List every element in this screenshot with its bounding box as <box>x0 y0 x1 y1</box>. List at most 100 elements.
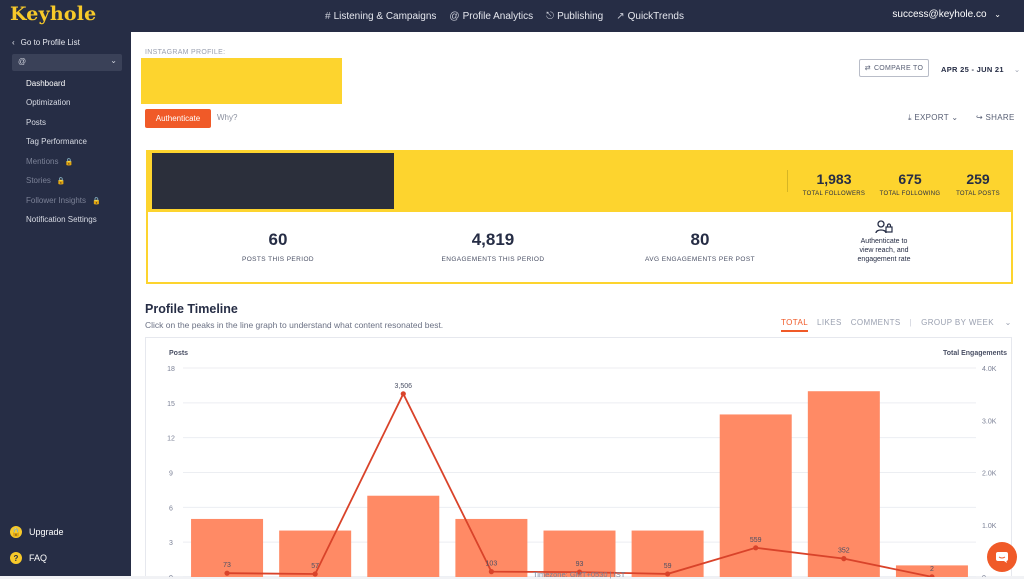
auth-note-line: Authenticate to <box>860 238 908 245</box>
profile-timeline-chart: Posts Total Engagements 0 3 6 9 12 15 18 0 1.0K 2… <box>145 337 1012 577</box>
stat-label: TOTAL POSTS <box>956 191 1000 197</box>
timeline-tabs: TOTAL LIKES COMMENTS | GROUP BY WEEK ⌄ <box>781 318 1021 332</box>
bar <box>367 495 440 577</box>
sidebar-item-follower-insights[interactable]: Follower Insights 🔒 <box>26 196 101 205</box>
y2-tick-label: 4.0K <box>982 366 997 373</box>
engagement-point <box>312 571 318 577</box>
share-label: SHARE <box>985 113 1015 122</box>
lock-icon: 🔒 <box>10 526 22 538</box>
users-lock-icon <box>875 220 893 234</box>
profile-select[interactable]: @ ⌄ <box>12 54 122 71</box>
upgrade-link[interactable]: 🔒 Upgrade <box>10 526 64 538</box>
chart-svg: 036912151801.0K2.0K3.0K4.0KApr 24May 1Ma… <box>167 366 997 577</box>
engagement-point <box>488 569 494 575</box>
lock-icon: 🔒 <box>64 159 74 166</box>
stat-label: ENGAGEMENTS THIS PERIOD <box>441 256 545 263</box>
compare-label: COMPARE TO <box>873 64 924 72</box>
engagement-data-label: 57 <box>311 563 319 570</box>
nav-profile-analytics[interactable]: @ Profile Analytics <box>449 11 533 22</box>
lock-icon: 🔒 <box>92 198 101 205</box>
send-icon: ⎋ <box>546 10 555 22</box>
user-menu[interactable]: success@keyhole.co ⌄ <box>892 9 1001 20</box>
engagement-data-label: 59 <box>664 563 672 570</box>
date-range-select[interactable]: APR 25 - JUN 21 ⌄ <box>941 65 1020 74</box>
authenticate-button[interactable]: Authenticate <box>145 109 211 128</box>
sidebar-item-optimization[interactable]: Optimization <box>26 98 71 107</box>
y-tick-label: 18 <box>167 366 175 373</box>
y-tick-label: 0 <box>169 575 173 577</box>
tab-total[interactable]: TOTAL <box>781 318 809 332</box>
main-content: INSTAGRAM PROFILE: Authenticate Why? ⇄ CO… <box>131 32 1024 579</box>
group-by-select[interactable]: GROUP BY WEEK ⌄ <box>921 318 1012 332</box>
sidebar-item-label: Stories <box>26 176 51 185</box>
why-link[interactable]: Why? <box>217 113 238 122</box>
y-tick-label: 12 <box>167 436 175 443</box>
chevron-down-icon: ⌄ <box>994 10 1001 19</box>
trend-icon: ↗ <box>616 10 625 22</box>
download-icon: ⤓ <box>908 113 912 122</box>
compare-to-button[interactable]: ⇄ COMPARE TO <box>859 59 929 77</box>
sidebar: ‹ Go to Profile List @ ⌄ Dashboard Optimi… <box>0 32 131 576</box>
chat-icon <box>996 551 1008 563</box>
engagement-data-label: 2 <box>930 566 934 573</box>
chevron-left-icon: ‹ <box>12 38 15 47</box>
keyhole-logo[interactable]: Keyhole <box>10 3 97 25</box>
chat-button[interactable] <box>987 542 1017 572</box>
sidebar-item-mentions[interactable]: Mentions 🔒 <box>26 157 73 166</box>
y-tick-label: 15 <box>167 401 175 408</box>
faq-link[interactable]: ? FAQ <box>10 552 47 564</box>
sidebar-item-label: Mentions <box>26 157 59 166</box>
date-range-value: APR 25 - JUN 21 <box>941 65 1004 74</box>
bar <box>191 518 264 577</box>
nav-publishing[interactable]: ⎋ Publishing <box>546 11 603 22</box>
sidebar-item-notification-settings[interactable]: Notification Settings <box>26 215 97 224</box>
engagement-data-label: 73 <box>223 562 231 569</box>
go-to-profile-list-link[interactable]: ‹ Go to Profile List <box>12 38 80 47</box>
total-following-stat: 675 TOTAL FOLLOWING <box>875 171 945 197</box>
tab-likes[interactable]: LIKES <box>817 318 842 327</box>
top-bar: Keyhole # Listening & Campaigns @ Profil… <box>0 0 1024 32</box>
engagements-this-period-stat: 4,819 ENGAGEMENTS THIS PERIOD <box>418 230 568 263</box>
chevron-down-icon: ⌄ <box>951 113 959 122</box>
tab-separator: | <box>909 318 913 327</box>
lock-icon: 🔒 <box>56 178 66 185</box>
tab-comments[interactable]: COMMENTS <box>850 318 901 327</box>
y-tick-label: 3 <box>169 540 173 547</box>
stat-value: 675 <box>898 171 922 187</box>
sidebar-item-dashboard[interactable]: Dashboard <box>26 79 66 88</box>
sidebar-item-tag-performance[interactable]: Tag Performance <box>26 137 87 146</box>
total-followers-stat: 1,983 TOTAL FOLLOWERS <box>801 171 867 197</box>
engagement-data-label: 93 <box>576 561 584 568</box>
stat-value: 1,983 <box>816 171 852 187</box>
period-stats: 60 POSTS THIS PERIOD 4,819 ENGAGEMENTS T… <box>146 212 1013 284</box>
hash-icon: # <box>325 10 331 22</box>
sidebar-item-stories[interactable]: Stories 🔒 <box>26 176 66 185</box>
engagement-data-label: 3,506 <box>395 383 413 390</box>
faq-label: FAQ <box>29 553 48 563</box>
sidebar-item-label: Follower Insights <box>26 196 87 205</box>
avg-engagements-stat: 80 AVG ENGAGEMENTS PER POST <box>625 230 775 263</box>
bar <box>543 530 616 577</box>
export-button[interactable]: ⤓ EXPORT ⌄ <box>908 113 958 123</box>
swap-icon: ⇄ <box>864 65 871 72</box>
profile-image-redacted <box>152 153 394 209</box>
nav-label: Publishing <box>557 10 604 22</box>
share-button[interactable]: ↪ SHARE <box>976 113 1015 122</box>
nav-listening-campaigns[interactable]: # Listening & Campaigns <box>325 11 436 22</box>
back-label: Go to Profile List <box>20 38 80 47</box>
stat-label: TOTAL FOLLOWING <box>879 191 941 197</box>
auth-note-line: engagement rate <box>857 256 911 263</box>
group-by-label: GROUP BY WEEK <box>921 318 995 327</box>
y-tick-label: 9 <box>169 471 173 478</box>
nav-quicktrends[interactable]: ↗ QuickTrends <box>616 11 684 22</box>
profile-name-redacted <box>141 58 342 104</box>
authenticate-note[interactable]: Authenticate to view reach, and engageme… <box>829 220 939 264</box>
sidebar-item-posts[interactable]: Posts <box>26 118 47 127</box>
y2-tick-label: 3.0K <box>982 418 997 425</box>
engagement-point <box>841 556 847 562</box>
export-label: EXPORT <box>914 113 949 122</box>
timezone-label: Timezone: GMT+0530 | IST <box>533 570 626 579</box>
y-axis-title: Posts <box>169 350 189 357</box>
stat-label: POSTS THIS PERIOD <box>241 256 315 263</box>
bar <box>719 414 792 577</box>
